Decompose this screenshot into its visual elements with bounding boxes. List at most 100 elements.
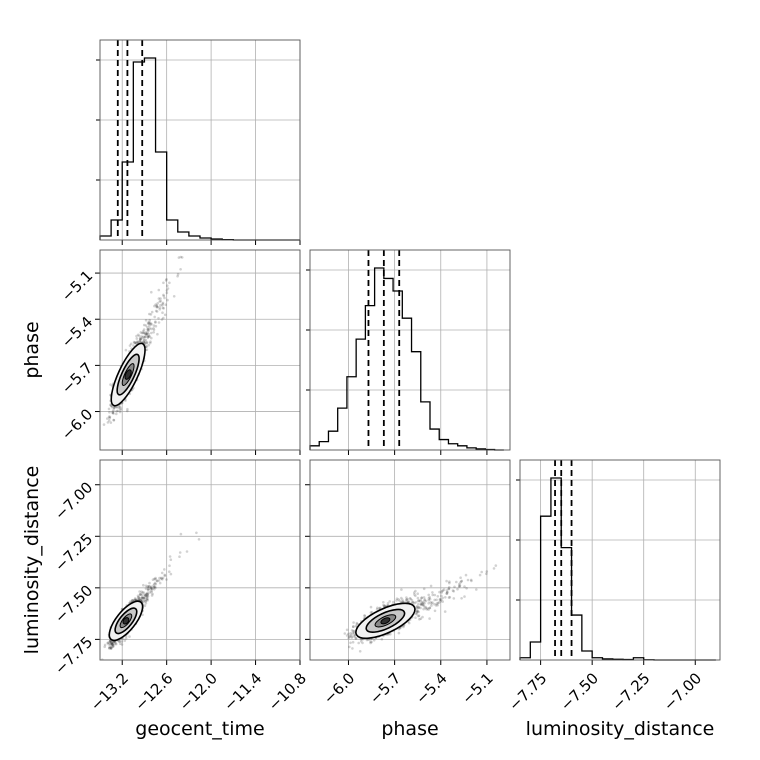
sample-point [108,411,111,414]
sample-point [353,634,356,637]
sample-point [405,598,408,601]
sample-point [145,598,148,602]
sample-point [142,583,145,587]
sample-point [417,610,420,614]
sample-point [142,331,145,335]
sample-point [131,599,135,602]
sample-point [422,603,425,607]
sample-point [144,594,148,598]
sample-point [392,600,395,604]
sample-point [452,590,456,593]
sample-point [119,642,122,645]
sample-point [437,601,441,604]
sample-point [448,581,451,585]
sample-point [448,580,451,583]
histogram-phase [309,267,504,451]
sample-point [118,639,122,643]
sample-point [428,606,432,610]
sample-point [359,640,363,643]
sample-point [415,607,418,611]
sample-point [132,598,136,602]
sample-point [145,597,149,601]
sample-point [112,645,115,648]
sample-point [146,598,149,602]
sample-point [155,305,159,308]
sample-point [435,602,439,605]
sample-point [157,321,161,324]
panel-frame [309,459,511,661]
sample-point [140,593,144,597]
sample-point [470,579,473,583]
sample-point [106,421,110,424]
x-axis-label-phase: phase [381,718,438,740]
sample-point [424,599,428,603]
sample-point [150,331,153,335]
sample-point [413,593,416,596]
sample-point [109,646,113,649]
sample-point [417,606,421,609]
sample-point [485,572,488,576]
sample-point [147,587,150,591]
sample-point [419,617,423,620]
sample-point [154,586,157,590]
scatter-geocent_time-phase [102,247,184,426]
sample-point [146,594,150,598]
sample-point [349,641,352,645]
sample-point [407,621,411,625]
sample-point [177,247,180,250]
sample-point [148,585,151,588]
sample-point [132,344,135,347]
sample-point [149,586,153,590]
sample-point [459,576,462,579]
density-contour [122,617,130,625]
sample-point [111,643,114,646]
sample-point [397,598,400,601]
sample-point [460,579,464,583]
sample-point [107,643,111,646]
sample-point [145,348,149,352]
sample-point [153,585,156,589]
sample-point [144,335,147,339]
sample-point [436,603,439,607]
sample-point [400,596,403,600]
sample-point [145,333,148,337]
sample-point [111,640,115,644]
sample-point [161,311,164,315]
sample-point [455,580,458,584]
sample-point [355,621,359,625]
sample-point [145,345,148,348]
sample-point [453,585,456,589]
sample-point [148,334,151,338]
sample-point [112,640,116,644]
sample-point [169,572,173,576]
sample-point [149,313,153,316]
sample-point [103,645,106,649]
sample-point [112,418,116,422]
sample-point [413,601,416,605]
sample-point [369,641,372,645]
sample-point [421,615,424,619]
y-tick-label: −7.75 [51,633,96,678]
sample-point [139,338,142,341]
sample-point [134,342,138,345]
sample-point [148,312,151,316]
sample-point [112,412,115,415]
sample-point [422,596,426,599]
sample-point [372,639,376,642]
sample-point [409,597,413,601]
sample-point [150,327,153,331]
sample-point [136,596,140,599]
sample-point [168,555,172,558]
sample-point [420,602,423,606]
sample-point [349,633,353,637]
sample-point [458,584,461,588]
sample-point [144,592,148,596]
sample-point [154,320,157,324]
sample-point [352,630,356,633]
sample-point [146,593,149,596]
sample-point [155,305,158,309]
sample-point [154,582,158,586]
sample-point [146,593,149,596]
sample-point [110,642,114,646]
sample-point [441,596,445,600]
